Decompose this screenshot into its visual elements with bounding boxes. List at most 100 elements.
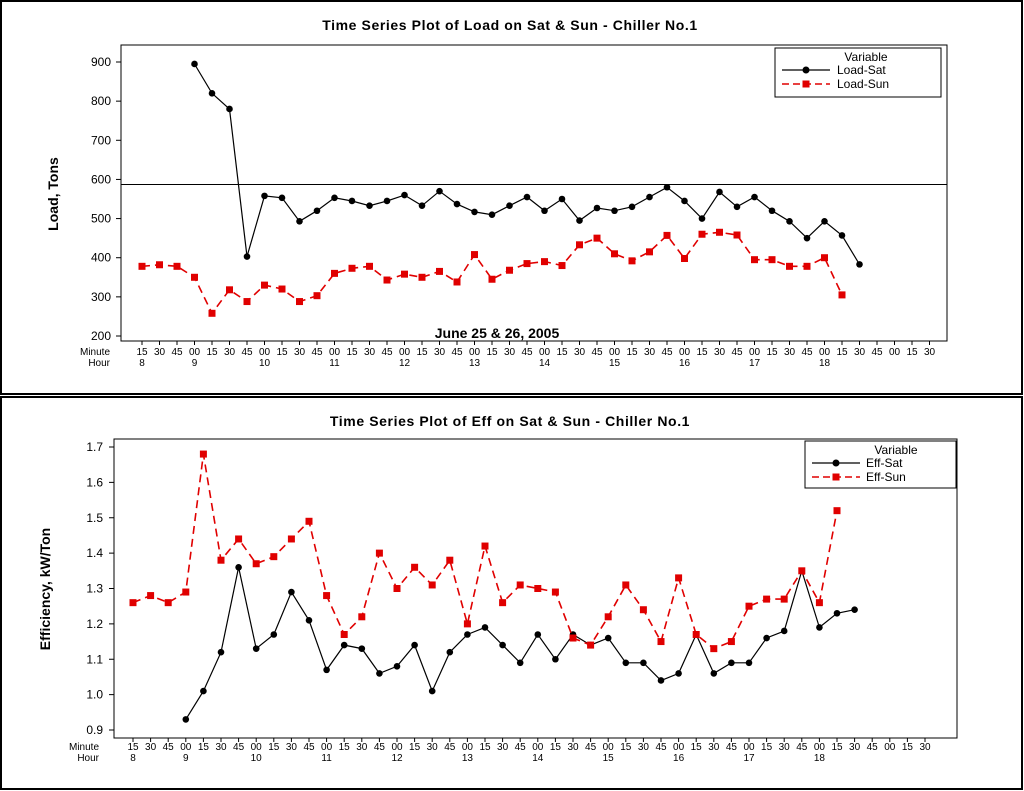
- x-tick-minute-label: 30: [145, 742, 157, 753]
- data-point-eff-sat: [640, 659, 647, 667]
- data-point-eff-sat: [182, 716, 190, 723]
- data-point-eff-sat: [622, 659, 630, 667]
- data-point-load-sun: [453, 278, 461, 286]
- data-point-load-sun: [138, 262, 146, 270]
- data-point-eff-sun: [798, 567, 806, 575]
- data-point-eff-sat: [516, 659, 524, 667]
- y-tick-label: 0.9: [86, 723, 103, 737]
- data-point-eff-sun: [182, 588, 190, 596]
- data-point-eff-sat: [305, 617, 313, 624]
- load-chart: Time Series Plot of Load on Sat & Sun - …: [45, 17, 948, 369]
- legend: Variable Load-Sat Load-Sun: [774, 47, 942, 98]
- y-tick-label: 700: [91, 133, 111, 147]
- x-tick-minute-label: 30: [784, 347, 796, 358]
- x-tick-minute-label: 00: [462, 742, 474, 753]
- x-tick-minute-label: 00: [391, 742, 403, 753]
- data-point-load-sun: [611, 250, 618, 258]
- x-tick-minute-label: 30: [427, 742, 439, 753]
- y-tick-label: 1.3: [86, 582, 103, 596]
- x-tick-minute-label: 45: [591, 347, 603, 358]
- x-tick-minute-label: 30: [154, 347, 166, 358]
- y-tick-label: 1.2: [86, 617, 103, 631]
- data-point-eff-sun: [569, 634, 577, 642]
- x-tick-minute-label: 45: [515, 742, 527, 753]
- x-tick-minute-label: 45: [871, 347, 883, 358]
- data-point-load-sat: [523, 193, 531, 201]
- x-tick-hour-label: 17: [743, 753, 755, 764]
- data-point-load-sun: [313, 292, 321, 300]
- data-point-eff-sun: [358, 613, 366, 621]
- eff-chart: Time Series Plot of Eff on Sat & Sun - C…: [37, 413, 958, 764]
- data-point-load-sun: [838, 291, 846, 299]
- data-point-load-sat: [453, 200, 461, 208]
- data-point-load-sun: [803, 262, 811, 270]
- x-tick-minute-label: 15: [761, 742, 773, 753]
- x-tick-minute-label: 30: [924, 347, 936, 358]
- x-tick-hour-label: 14: [532, 753, 544, 764]
- data-point-eff-sat: [200, 687, 207, 695]
- data-point-eff-sun: [375, 549, 383, 557]
- x-tick-minute-label: 30: [714, 347, 726, 358]
- data-point-load-sun: [663, 231, 671, 239]
- data-point-load-sat: [628, 203, 636, 211]
- x-tick-hour-label: 8: [139, 358, 145, 369]
- data-point-load-sat: [733, 203, 741, 211]
- x-tick-hour-label: 11: [329, 358, 340, 369]
- data-point-load-sat: [383, 197, 391, 205]
- x-tick-minute-label: 15: [416, 347, 428, 358]
- data-point-eff-sun: [199, 450, 207, 458]
- data-point-load-sun: [716, 228, 723, 236]
- data-point-load-sun: [768, 256, 776, 264]
- x-tick-minute-label: 00: [603, 742, 615, 753]
- data-point-load-sun: [471, 251, 478, 259]
- x-tick-hour-label: 15: [603, 753, 615, 764]
- data-point-eff-sat: [235, 563, 242, 571]
- data-point-eff-sun: [323, 592, 331, 600]
- x-tick-hour-label: 17: [749, 358, 761, 369]
- data-point-load-sun: [226, 286, 233, 294]
- chart-title: Time Series Plot of Eff on Sat & Sun - C…: [330, 413, 690, 429]
- x-tick-minute-label: 45: [241, 347, 253, 358]
- x-tick-minute-label: 00: [321, 742, 333, 753]
- data-point-eff-sat: [270, 631, 278, 638]
- data-point-load-sat: [261, 192, 268, 200]
- x-tick-hour-label: 9: [192, 358, 198, 369]
- legend-marker-load-sun: [802, 80, 810, 88]
- y-axis: 200 300 400 500 600 700 800 900: [91, 55, 121, 343]
- y-axis-label: Efficiency, kW/Ton: [37, 528, 53, 650]
- data-point-load-sat: [208, 90, 216, 97]
- legend-label-load-sat: Load-Sat: [837, 63, 886, 77]
- x-tick-hour-label: 13: [462, 753, 474, 764]
- y-axis-label: Load, Tons: [45, 157, 61, 231]
- data-point-load-sat: [506, 202, 513, 209]
- x-axis: Minute Hour 15 30 45 00 15 30 45 00 15 30 45 00 15 30…: [69, 738, 931, 764]
- x-tick-minute-label: 45: [801, 347, 813, 358]
- data-point-eff-sat: [376, 670, 383, 677]
- minute-row-label: Minute: [69, 742, 99, 753]
- data-point-load-sun: [208, 309, 216, 317]
- data-point-load-sat: [593, 204, 601, 212]
- data-point-eff-sun: [235, 535, 243, 543]
- data-point-eff-sun: [551, 588, 559, 596]
- x-tick-minute-label: 45: [303, 742, 315, 753]
- data-point-load-sun: [331, 269, 338, 277]
- data-point-eff-sat: [675, 670, 682, 677]
- data-point-load-sat: [786, 218, 793, 225]
- data-point-eff-sun: [147, 592, 155, 600]
- x-tick-minute-label: 00: [469, 347, 481, 358]
- x-tick-minute-label: 15: [486, 347, 498, 358]
- data-point-eff-sun: [692, 630, 700, 638]
- x-tick-minute-label: 15: [766, 347, 778, 358]
- legend-title: Variable: [874, 443, 917, 457]
- data-point-load-sun: [156, 261, 163, 269]
- x-tick-minute-label: 00: [889, 347, 901, 358]
- x-tick-minute-label: 15: [626, 347, 638, 358]
- x-tick-minute-label: 00: [819, 347, 831, 358]
- x-tick-hour-label: 10: [251, 753, 263, 764]
- x-tick-minute-label: 45: [796, 742, 808, 753]
- x-tick-minute-label: 30: [215, 742, 227, 753]
- data-point-eff-sat: [411, 641, 418, 649]
- x-tick-minute-label: 30: [294, 347, 306, 358]
- x-tick-minute-label: 45: [233, 742, 245, 753]
- legend-title: Variable: [844, 50, 887, 64]
